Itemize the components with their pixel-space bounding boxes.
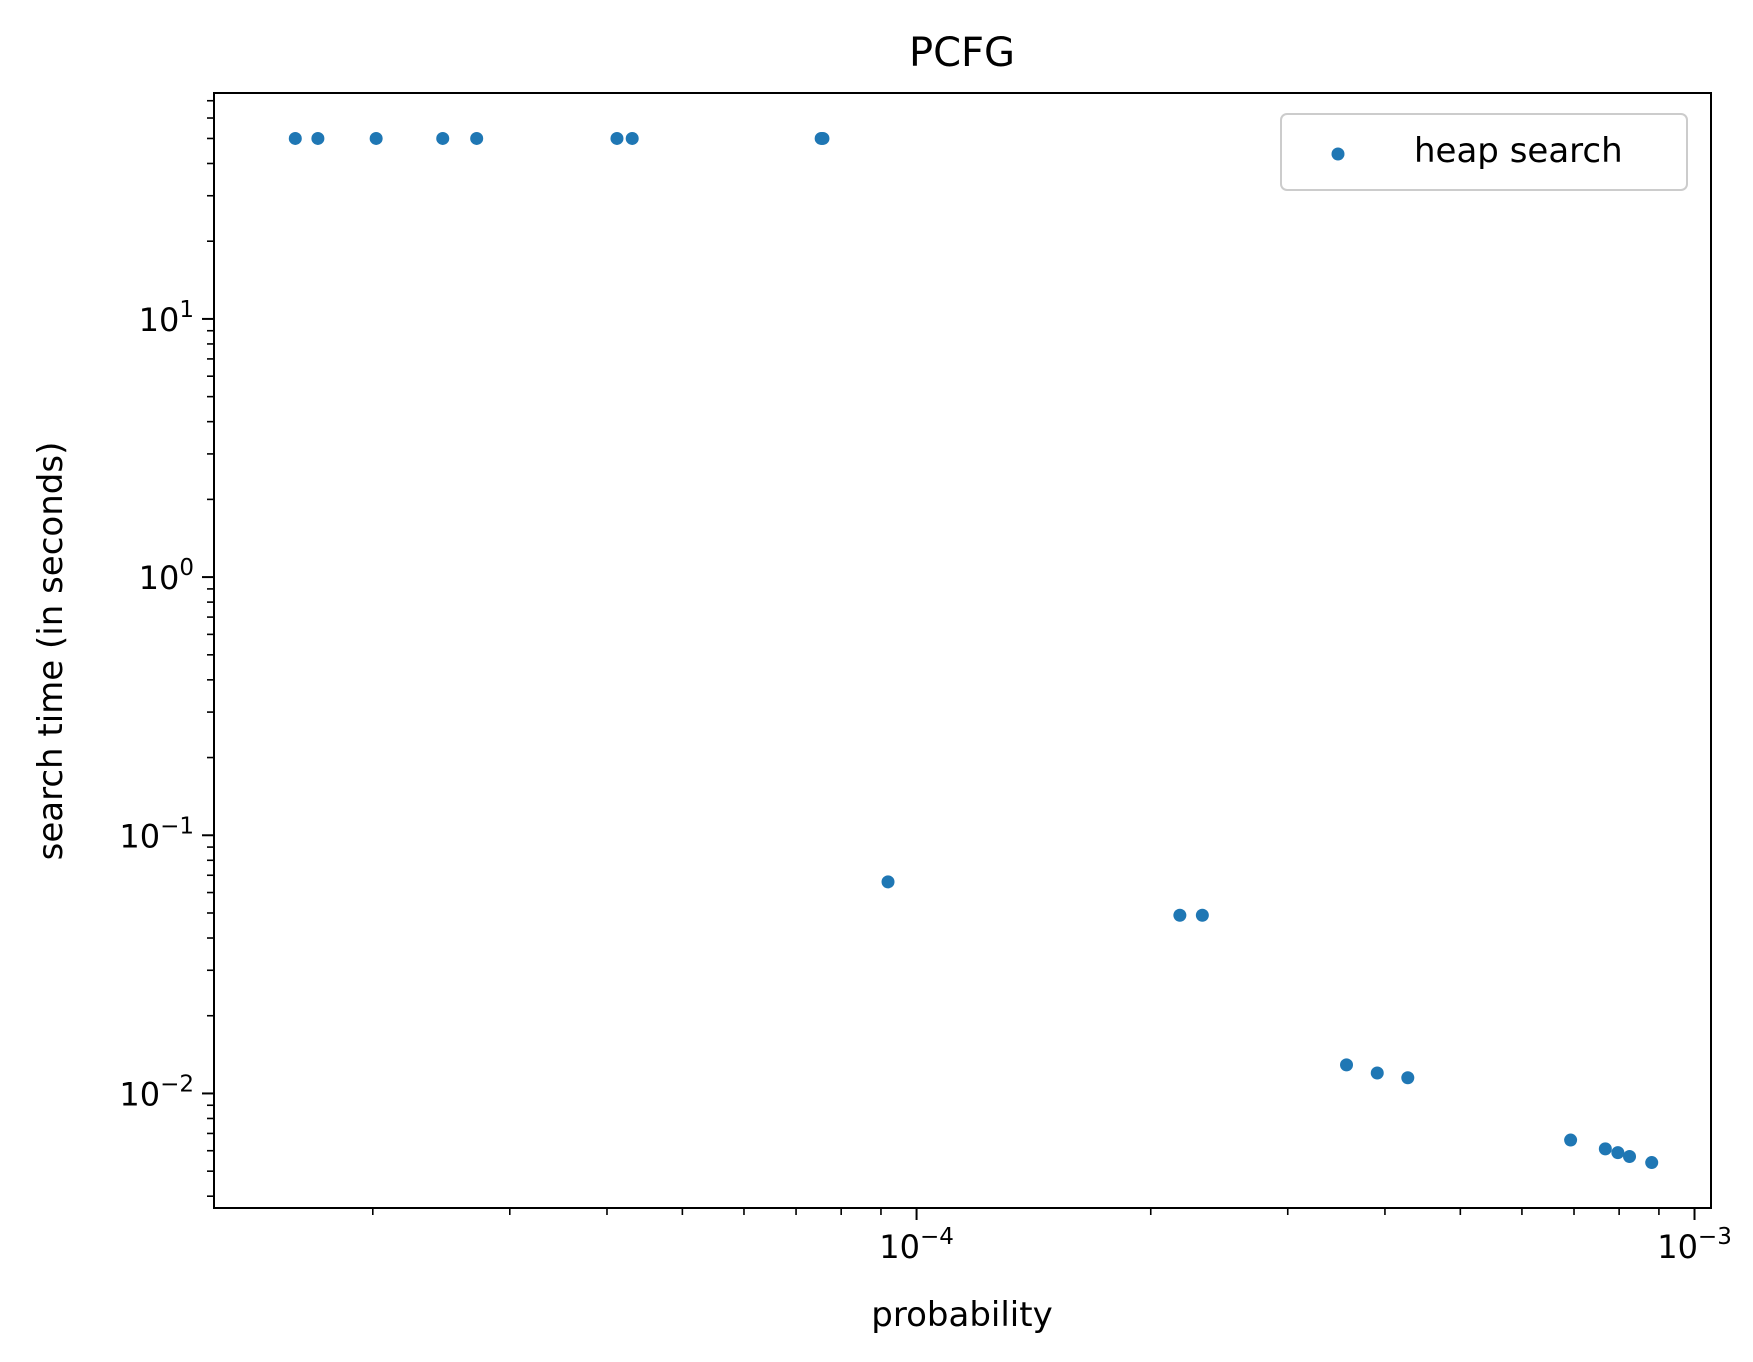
data-point <box>1645 1156 1659 1170</box>
x-tick-label: 10−3 <box>1657 1224 1732 1266</box>
data-point <box>610 131 624 145</box>
plot-area-frame <box>213 92 1712 1209</box>
data-point <box>1611 1146 1625 1160</box>
data-point <box>369 131 383 145</box>
y-axis-ticks: 101 100 10−1 10−2 <box>119 297 214 1113</box>
data-points <box>288 131 1659 1170</box>
legend: heap search <box>1280 113 1688 191</box>
x-tick-label: 10−4 <box>879 1224 954 1266</box>
data-point <box>1340 1058 1354 1072</box>
chart-title: PCFG <box>909 30 1015 76</box>
data-point <box>1564 1133 1578 1147</box>
data-point <box>311 131 325 145</box>
data-point <box>625 131 639 145</box>
data-point <box>436 131 450 145</box>
data-point <box>1401 1071 1415 1085</box>
y-minor-ticks <box>207 99 214 1197</box>
y-tick-label: 101 <box>139 297 194 339</box>
data-point <box>1195 908 1209 922</box>
x-minor-ticks <box>371 1208 1660 1215</box>
legend-box <box>1280 113 1688 191</box>
y-tick-label: 100 <box>139 555 194 597</box>
data-point <box>1173 908 1187 922</box>
data-point <box>816 131 830 145</box>
x-axis-ticks: 10−4 10−3 <box>879 1208 1732 1266</box>
data-point <box>1623 1149 1637 1163</box>
y-axis-label: search time (in seconds) <box>31 442 71 861</box>
y-tick-label: 10−1 <box>119 813 194 855</box>
x-axis-label: probability <box>871 1295 1052 1335</box>
data-point <box>1598 1142 1612 1156</box>
y-tick-label: 10−2 <box>119 1071 194 1113</box>
data-point <box>288 131 302 145</box>
data-point <box>470 131 484 145</box>
data-point <box>1370 1066 1384 1080</box>
data-point <box>881 875 895 889</box>
legend-label: heap search <box>1414 131 1623 171</box>
legend-marker <box>1331 147 1345 161</box>
